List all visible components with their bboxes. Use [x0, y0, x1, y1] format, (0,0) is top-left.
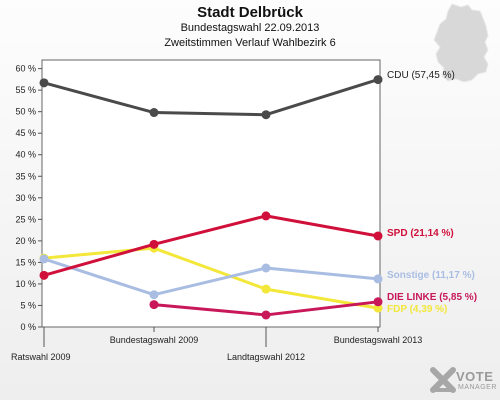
- data-point: [149, 239, 159, 249]
- series-end-label: SPD (21,14 %): [387, 228, 454, 239]
- x-tick-label: Bundestagswahl 2009: [110, 335, 199, 345]
- data-point: [39, 78, 49, 88]
- series-end-label: CDU (57,45 %): [387, 70, 455, 81]
- ballot-cross-icon: [430, 367, 456, 393]
- data-point: [261, 110, 271, 120]
- vote-manager-logo: VOTE MANAGER: [430, 366, 496, 396]
- data-point: [373, 231, 383, 241]
- series-line-sonstige: [43, 257, 379, 297]
- logo-subtext: MANAGER: [458, 384, 497, 391]
- y-tick-label: 35 %: [15, 171, 36, 181]
- chart-title: Stadt Delbrück: [197, 4, 303, 21]
- data-point: [149, 300, 159, 310]
- data-point: [149, 290, 159, 300]
- series-line-spd: [43, 214, 379, 277]
- chart-subtitle: Bundestagswahl 22.09.2013: [180, 22, 320, 34]
- data-point: [149, 108, 159, 118]
- series-end-label: Sonstige (11,17 %): [387, 270, 475, 281]
- data-point: [261, 263, 271, 273]
- y-tick-label: 5 %: [20, 300, 36, 310]
- data-point: [373, 297, 383, 307]
- y-tick-label: 40 %: [15, 150, 36, 160]
- chart-subtitle-2: Zweitstimmen Verlauf Wahlbezirk 6: [164, 37, 336, 49]
- data-point: [373, 303, 383, 313]
- logo-text: VOTE: [456, 369, 494, 384]
- data-point: [261, 211, 271, 221]
- y-tick-label: 20 %: [15, 236, 36, 246]
- y-tick-label: 30 %: [15, 193, 36, 203]
- x-tick-label: Ratswahl 2009: [11, 352, 71, 362]
- data-point: [39, 254, 49, 264]
- series-end-label: DIE LINKE (5,85 %): [387, 292, 477, 303]
- data-point: [373, 274, 383, 284]
- y-tick-label: 55 %: [15, 85, 36, 95]
- data-point: [373, 75, 383, 85]
- x-tick-label: Bundestagswahl 2013: [334, 335, 423, 345]
- y-tick-label: 25 %: [15, 214, 36, 224]
- series-line-cdu: [43, 78, 379, 117]
- series-line-fdp: [43, 246, 379, 310]
- series-end-label: FDP (4,39 %): [387, 304, 447, 315]
- plot-area: [41, 59, 381, 328]
- data-point: [39, 270, 49, 280]
- data-point: [261, 310, 271, 320]
- y-tick-label: 45 %: [15, 128, 36, 138]
- y-tick-label: 15 %: [15, 257, 36, 267]
- y-tick-label: 60 %: [15, 64, 36, 74]
- y-tick-label: 0 %: [20, 322, 36, 332]
- y-tick-label: 50 %: [15, 107, 36, 117]
- data-point: [261, 284, 271, 294]
- y-tick-label: 10 %: [15, 279, 36, 289]
- x-tick-label: Landtagswahl 2012: [227, 352, 305, 362]
- germany-map-icon: [433, 3, 489, 83]
